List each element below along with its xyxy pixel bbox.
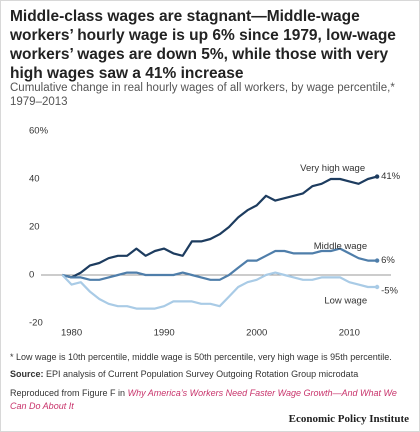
reproduced-link[interactable]: Why America’s Workers Need Faster Wage G… <box>10 388 397 411</box>
reproduced: Reproduced from Figure F in Why America’… <box>10 387 410 413</box>
x-tick-label: 2000 <box>246 328 267 339</box>
end-point <box>374 258 380 263</box>
series-line <box>61 271 378 310</box>
end-point <box>374 284 380 290</box>
y-tick-label: 60% <box>29 126 49 137</box>
chart-title: Middle-class wages are stagnant—Middle-w… <box>10 8 396 82</box>
end-point <box>374 174 380 179</box>
series-name: Very high wage <box>300 163 365 174</box>
source-text: EPI analysis of Current Population Surve… <box>46 369 359 379</box>
y-tick-label: -20 <box>29 318 43 329</box>
series-line <box>62 175 378 279</box>
x-tick-label: 1980 <box>61 328 82 339</box>
source: Source: EPI analysis of Current Populati… <box>10 369 410 379</box>
chart: -20 0 20 40 60% 1980 1990 2000 2010 41% Very high … <box>29 126 401 339</box>
reproduced-prefix: Reproduced from Figure F in <box>10 388 126 398</box>
value-label: -5% <box>381 286 398 297</box>
x-tick-label: 2010 <box>339 328 360 339</box>
chart-subtitle: Cumulative change in real hourly wages o… <box>10 82 395 108</box>
value-label: 6% <box>381 255 395 266</box>
series-name: Middle wage <box>314 241 367 252</box>
series-line <box>62 247 378 281</box>
y-tick-label: 0 <box>29 270 34 281</box>
x-tick-label: 1990 <box>154 328 175 339</box>
footnote: * Low wage is 10th percentile, middle wa… <box>10 352 392 362</box>
series-name: Low wage <box>324 296 367 307</box>
y-tick-label: 40 <box>29 174 40 185</box>
y-tick-label: 20 <box>29 222 40 233</box>
value-label: 41% <box>381 171 401 182</box>
credit: Economic Policy Institute <box>288 413 409 425</box>
source-label: Source: <box>10 369 44 379</box>
